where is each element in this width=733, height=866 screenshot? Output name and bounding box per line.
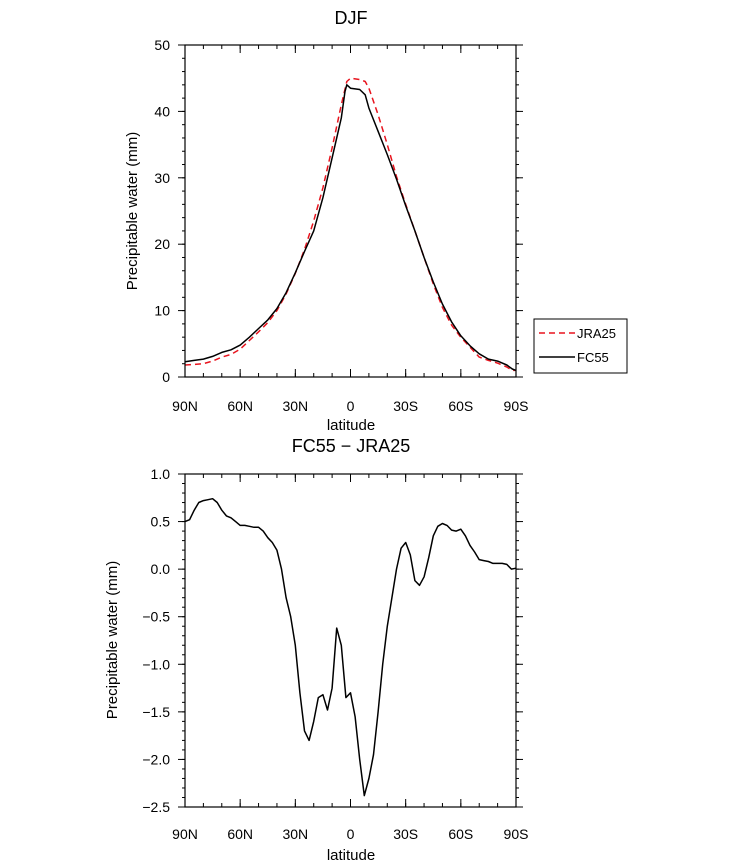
y-tick-label: 20 bbox=[154, 236, 170, 252]
y-tick-label: 30 bbox=[154, 170, 170, 186]
x-tick-label: 30N bbox=[282, 826, 308, 842]
legend-box bbox=[533, 318, 628, 374]
y-tick-label: −2.5 bbox=[142, 799, 170, 815]
series-line-difference bbox=[184, 497, 517, 797]
y-tick-label: 1.0 bbox=[151, 466, 171, 482]
x-tick-label: 90S bbox=[504, 398, 529, 414]
y-tick-label: 0.5 bbox=[151, 514, 171, 530]
plot-frame bbox=[184, 44, 517, 378]
x-tick-label: 30S bbox=[393, 398, 418, 414]
x-tick-label: 30S bbox=[393, 826, 418, 842]
x-tick-label: 60S bbox=[448, 398, 473, 414]
x-tick-label: 60N bbox=[227, 398, 253, 414]
difference-panel: FC55 − JRA25 90N 60N 30N 0 30S 60S 90S −2.5−2.… bbox=[104, 436, 528, 864]
y-axis-label: Precipitable water (mm) bbox=[104, 561, 121, 719]
series-line-fc55 bbox=[184, 84, 517, 372]
y-tick-label: 10 bbox=[154, 303, 170, 319]
axis-ticks bbox=[178, 473, 523, 808]
series-lines bbox=[184, 77, 517, 372]
x-tick-label: 0 bbox=[347, 826, 355, 842]
series-lines bbox=[184, 497, 517, 797]
series-line-jra25 bbox=[184, 77, 516, 372]
x-tick-label: 30N bbox=[282, 398, 308, 414]
y-tick-label: 40 bbox=[154, 103, 170, 119]
x-tick-label: 60N bbox=[227, 826, 253, 842]
y-tick-labels: 0 10 20 30 40 50 bbox=[154, 37, 170, 385]
djf-panel: DJF 90N 60N 30N 0 30S 60S 90S 0 10 20 30 40 50 lati… bbox=[124, 8, 628, 434]
y-tick-label: 50 bbox=[154, 37, 170, 53]
y-axis-label: Precipitable water (mm) bbox=[124, 132, 141, 290]
x-tick-label: 90S bbox=[504, 826, 529, 842]
y-tick-label: 0 bbox=[162, 369, 170, 385]
y-tick-label: −0.5 bbox=[142, 609, 170, 625]
chart-title: DJF bbox=[335, 8, 368, 28]
x-tick-labels: 90N 60N 30N 0 30S 60S 90S bbox=[172, 826, 528, 842]
legend-label-fc55: FC55 bbox=[577, 350, 609, 365]
x-tick-label: 0 bbox=[347, 398, 355, 414]
axis-ticks bbox=[178, 44, 523, 378]
plot-frame bbox=[184, 473, 517, 808]
y-tick-label: −1.0 bbox=[142, 656, 170, 672]
x-tick-label: 90N bbox=[172, 826, 198, 842]
y-tick-label: −2.0 bbox=[142, 751, 170, 767]
y-tick-label: 0.0 bbox=[151, 561, 171, 577]
x-axis-label: latitude bbox=[327, 847, 375, 864]
x-tick-label: 60S bbox=[448, 826, 473, 842]
legend: JRA25 FC55 bbox=[533, 318, 628, 374]
legend-label-jra25: JRA25 bbox=[577, 326, 616, 341]
x-tick-label: 90N bbox=[172, 398, 198, 414]
x-axis-label: latitude bbox=[327, 417, 375, 434]
y-tick-label: −1.5 bbox=[142, 704, 170, 720]
y-tick-labels: −2.5 −2.0 −1.5 −1.0 −0.5 0.0 0.5 1.0 bbox=[142, 466, 170, 815]
chart-title: FC55 − JRA25 bbox=[292, 436, 411, 456]
x-tick-labels: 90N 60N 30N 0 30S 60S 90S bbox=[172, 398, 528, 414]
